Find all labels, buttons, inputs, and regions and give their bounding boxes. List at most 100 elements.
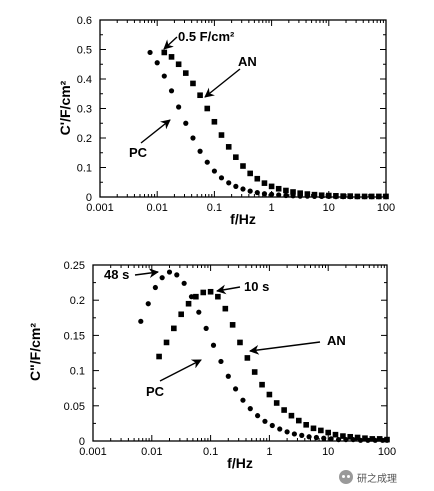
y-tick-label: 0.1 [77, 163, 92, 175]
data-point-an [268, 183, 275, 190]
watermark-label: 研之成理 [357, 474, 397, 485]
data-point-pc [269, 191, 275, 197]
x-tick-label: 1 [269, 202, 275, 214]
annotation-10-s: 10 s [244, 279, 269, 294]
data-point-an [281, 407, 287, 413]
data-point-pc [197, 148, 203, 154]
y-axis-label: C'/F/cm² [57, 80, 73, 135]
x-tick-label: 100 [377, 202, 395, 214]
data-point-an [207, 288, 214, 295]
data-point-pc [313, 434, 320, 441]
data-point-pc [347, 194, 353, 200]
data-point-pc [350, 436, 356, 443]
data-point-pc [290, 193, 296, 199]
data-point-an [161, 49, 168, 56]
y-tick-label: 0.3 [77, 104, 92, 116]
data-point-pc [276, 192, 282, 198]
y-tick-label: 0.25 [64, 260, 85, 272]
data-point-pc [154, 60, 160, 66]
y-tick-label: 0 [86, 192, 92, 204]
data-point-pc [145, 301, 151, 307]
data-point-pc [319, 193, 325, 200]
data-point-pc [181, 280, 187, 286]
data-point-an [266, 391, 273, 398]
data-point-an [332, 431, 339, 438]
data-point-an [347, 433, 354, 440]
y-tick-labels: 0 0.1 0.2 0.3 0.4 0.5 0.6 [77, 15, 92, 204]
data-point-an [178, 311, 184, 318]
annotation-pc: PC [146, 384, 165, 399]
data-point-an [168, 54, 175, 60]
data-point-pc [261, 191, 268, 197]
data-point-pc [383, 194, 389, 200]
data-point-an [233, 154, 239, 160]
x-axis-label: f/Hz [230, 211, 256, 227]
data-point-an [261, 180, 268, 186]
data-point-pc [321, 435, 327, 441]
x-tick-labels: 0.001 0.01 0.1 1 10 100 [79, 446, 396, 458]
x-tick-labels: 0.001 0.01 0.1 1 10 100 [86, 202, 395, 214]
x-tick-label: 0.01 [141, 446, 162, 458]
chart-capacitance-imaginary: 0.001 0.01 0.1 1 10 100 0 0.05 0.1 0.15 0.2 0.25 f… [27, 260, 396, 471]
data-point-an [247, 170, 253, 177]
y-tick-label: 0.5 [77, 45, 92, 57]
data-point-pc [183, 120, 189, 126]
arrow-an [249, 341, 321, 355]
data-point-pc [311, 193, 318, 200]
data-point-an [290, 189, 296, 195]
data-point-pc [204, 159, 210, 165]
arrow-pc [140, 119, 171, 144]
data-point-an [200, 289, 207, 296]
data-point-an [310, 425, 317, 432]
data-point-an [163, 339, 170, 346]
x-tick-label: 1 [266, 446, 272, 458]
plot-frame [99, 19, 387, 198]
x-axis-label: f/Hz [227, 455, 253, 471]
arrow-10-s [216, 284, 241, 295]
data-point-an [354, 434, 361, 441]
data-point-pc [210, 342, 217, 348]
data-point-an [171, 325, 177, 332]
data-point-pc [376, 194, 382, 200]
data-point-pc [247, 188, 253, 194]
y-axis-label: C"/F/cm² [27, 323, 43, 381]
data-point-pc [168, 88, 175, 94]
data-point-an [362, 435, 368, 441]
data-point-an [295, 417, 302, 424]
data-point-pc [152, 284, 158, 291]
data-point-pc [232, 386, 239, 392]
y-tick-label: 0.15 [64, 330, 85, 342]
y-tick-label: 0.6 [77, 15, 92, 27]
data-point-an [182, 70, 189, 76]
data-point-pc [159, 275, 165, 281]
data-point-pc [343, 436, 349, 443]
data-point-pc [361, 194, 368, 200]
data-point-pc [188, 294, 195, 300]
data-point-pc [218, 175, 225, 181]
data-point-pc [372, 437, 378, 443]
data-point-an [237, 339, 243, 346]
data-point-an [193, 293, 199, 300]
data-point-pc [291, 431, 297, 437]
data-point-pc [233, 183, 239, 189]
data-point-pc [190, 135, 196, 141]
arrow-0-5-f-cm2 [163, 36, 178, 50]
data-point-an [303, 422, 309, 428]
y-tick-label: 0.1 [70, 366, 85, 378]
data-point-an [376, 436, 383, 442]
plot-frame [92, 264, 388, 442]
data-point-pc [284, 429, 290, 435]
data-point-pc [299, 432, 305, 438]
wechat-icon [339, 470, 353, 484]
data-points [147, 49, 389, 200]
data-point-pc [306, 434, 312, 440]
data-point-an [254, 175, 261, 182]
data-point-pc [240, 186, 246, 192]
axis-ticks [92, 264, 388, 442]
arrow-an [204, 68, 241, 98]
data-point-pc [354, 194, 360, 200]
data-point-pc [211, 168, 217, 174]
data-point-an [190, 80, 196, 87]
arrow-pc [159, 359, 202, 382]
